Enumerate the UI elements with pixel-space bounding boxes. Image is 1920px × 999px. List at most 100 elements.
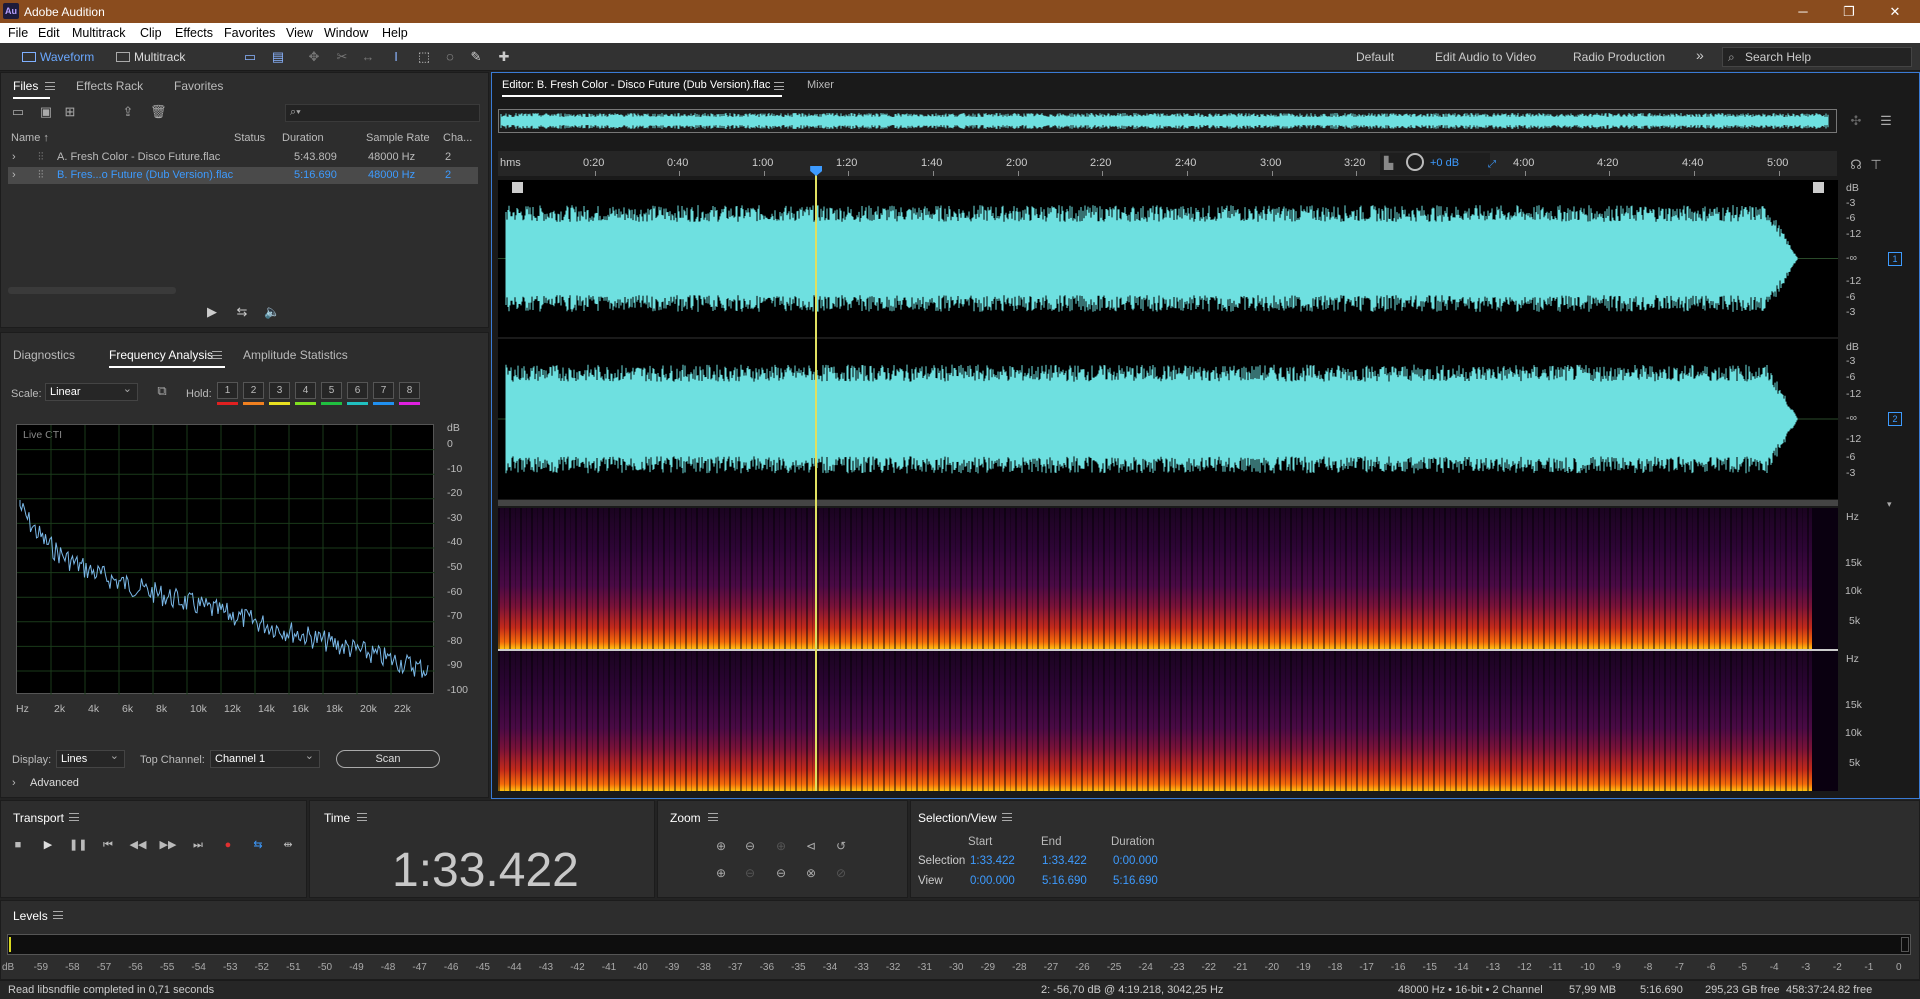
stop-icon[interactable]: ■ — [14, 839, 22, 851]
rewind-icon[interactable]: ◀◀ — [129, 839, 147, 851]
menu-edit[interactable]: Edit — [38, 26, 60, 40]
close-icon[interactable]: ✕ — [1889, 4, 1901, 19]
display-splitter[interactable] — [498, 500, 1838, 506]
menu-help[interactable]: Help — [382, 26, 408, 40]
file-row[interactable]: › ⫶⫶ A. Fresh Color - Disco Future.flac … — [8, 149, 478, 166]
zoom-in-left-icon[interactable]: ⊲ — [805, 839, 817, 853]
zoom-out-all-icon[interactable]: ⊘ — [835, 866, 847, 880]
fade-out-handle-icon[interactable] — [1813, 182, 1824, 193]
col-status[interactable]: Status — [234, 132, 266, 144]
advanced-expand-icon[interactable]: › — [12, 777, 16, 789]
workspace-default[interactable]: Default — [1356, 50, 1395, 64]
loop-icon[interactable]: ⇆ — [253, 839, 263, 851]
razor-tool-icon[interactable]: ✂ — [336, 49, 348, 64]
import-file-icon[interactable]: ▣ — [39, 104, 53, 119]
time-menu-icon[interactable] — [357, 813, 367, 821]
record-icon[interactable]: ● — [224, 839, 232, 851]
search-help-input[interactable]: ⌕ Search Help — [1722, 47, 1912, 67]
menu-clip[interactable]: Clip — [140, 26, 162, 40]
menu-favorites[interactable]: Favorites — [224, 26, 276, 40]
slip-tool-icon[interactable]: ↔ — [361, 49, 375, 64]
files-search-input[interactable]: ⌕▾ — [285, 104, 480, 122]
spectrogram-channel-1[interactable] — [498, 508, 1838, 649]
marker-icon[interactable]: ⊤ — [1870, 157, 1882, 172]
menu-window[interactable]: Window — [324, 26, 369, 40]
view-start[interactable]: 0:00.000 — [970, 875, 1015, 887]
playhead[interactable] — [810, 166, 823, 791]
expand-icon[interactable]: › — [12, 169, 16, 181]
spot-healing-tool-icon[interactable]: ✚ — [498, 49, 510, 64]
more-workspaces-icon[interactable]: » — [1696, 47, 1704, 63]
zoom-out-full-icon[interactable]: ⊖ — [775, 866, 787, 880]
splitter-toggle-icon[interactable]: ▾ — [1887, 499, 1892, 509]
view-duration[interactable]: 5:16.690 — [1113, 875, 1158, 887]
hold-button-5[interactable]: 5 — [321, 382, 342, 399]
menu-multitrack[interactable]: Multitrack — [72, 26, 126, 40]
multitrack-button[interactable]: Multitrack — [112, 47, 185, 67]
hold-button-3[interactable]: 3 — [269, 382, 290, 399]
minimize-icon[interactable]: ─ — [1798, 4, 1808, 19]
files-menu-icon[interactable] — [45, 82, 55, 90]
time-selection-tool-icon[interactable]: I — [394, 49, 398, 64]
tab-effects-rack[interactable]: Effects Rack — [76, 79, 144, 93]
file-row[interactable]: › ⫶⫶ B. Fres...o Future (Dub Version).fl… — [8, 167, 478, 184]
view-end[interactable]: 5:16.690 — [1042, 875, 1087, 887]
hold-button-2[interactable]: 2 — [243, 382, 264, 399]
hold-button-1[interactable]: 1 — [217, 382, 238, 399]
spectral-display-icon[interactable]: ▭ — [243, 49, 257, 64]
overview-navigator[interactable] — [498, 109, 1837, 133]
previous-icon[interactable]: ⏮ — [103, 839, 113, 851]
gain-knob[interactable] — [1406, 153, 1424, 171]
play-icon[interactable]: ▶ — [43, 839, 53, 851]
zoom-in-amplitude-icon[interactable]: ⊕ — [715, 839, 727, 853]
marquee-tool-icon[interactable]: ⬚ — [417, 49, 431, 64]
waveform-channel-1[interactable] — [498, 180, 1838, 337]
open-file-icon[interactable]: ▭ — [11, 104, 25, 119]
transport-menu-icon[interactable] — [69, 813, 79, 821]
selection-duration[interactable]: 0:00.000 — [1113, 855, 1158, 867]
selection-view-menu-icon[interactable] — [1002, 813, 1012, 821]
selection-end[interactable]: 1:33.422 — [1042, 855, 1087, 867]
zoom-in-time-icon[interactable]: ⊕ — [715, 866, 727, 880]
selection-start[interactable]: 1:33.422 — [970, 855, 1015, 867]
frequency-menu-icon[interactable] — [212, 351, 222, 359]
col-sample-rate[interactable]: Sample Rate — [366, 132, 430, 144]
fast-forward-icon[interactable]: ▶▶ — [159, 839, 177, 851]
editor-settings-icon[interactable]: ☰ — [1880, 113, 1892, 128]
lasso-tool-icon[interactable]: ◌ — [446, 49, 454, 64]
skip-selection-icon[interactable]: ⇹ — [283, 839, 293, 851]
scan-button[interactable]: Scan — [336, 750, 440, 768]
channel-2-badge[interactable]: 2 — [1888, 412, 1902, 426]
hold-button-7[interactable]: 7 — [373, 382, 394, 399]
headphones-icon[interactable]: ☊ — [1850, 157, 1862, 172]
col-channels[interactable]: Cha... — [443, 132, 473, 144]
files-scrollbar[interactable] — [8, 287, 176, 294]
clip-indicator[interactable] — [1901, 937, 1909, 952]
waveform-button[interactable]: Waveform — [18, 47, 94, 67]
levels-menu-icon[interactable] — [53, 911, 63, 919]
tab-diagnostics[interactable]: Diagnostics — [13, 348, 76, 362]
tab-amplitude-statistics[interactable]: Amplitude Statistics — [243, 348, 348, 362]
tab-favorites[interactable]: Favorites — [174, 79, 224, 93]
expand-icon[interactable]: › — [12, 151, 16, 163]
fade-in-handle-icon[interactable] — [512, 182, 523, 193]
restore-icon[interactable]: ❐ — [1843, 4, 1855, 19]
col-name[interactable]: Name ↑ — [11, 132, 49, 144]
tab-mixer[interactable]: Mixer — [807, 79, 834, 91]
tab-frequency-analysis[interactable]: Frequency Analysis — [109, 348, 226, 368]
pitch-display-icon[interactable]: ▤ — [271, 49, 285, 64]
zoom-out-time-icon[interactable]: ⊖ — [744, 866, 756, 880]
hold-button-8[interactable]: 8 — [399, 382, 420, 399]
hud-gain-control[interactable]: ▙ +0 dB — [1380, 153, 1490, 175]
col-duration[interactable]: Duration — [282, 132, 324, 144]
zoom-to-selection-time-icon[interactable]: ⊗ — [805, 866, 817, 880]
menu-effects[interactable]: Effects — [175, 26, 213, 40]
editor-menu-icon[interactable] — [774, 82, 784, 90]
insert-into-multitrack-icon[interactable]: ⇪ — [122, 104, 134, 119]
play-preview-icon[interactable]: ▶ — [207, 304, 217, 319]
waveform-channel-2[interactable] — [498, 339, 1838, 499]
tab-editor[interactable]: Editor: B. Fresh Color - Disco Future (D… — [502, 79, 783, 97]
new-file-icon[interactable]: ⊞ — [64, 104, 76, 119]
zoom-out-amplitude-icon[interactable]: ⊖ — [744, 839, 756, 853]
spectrogram-channel-2[interactable] — [498, 651, 1838, 791]
